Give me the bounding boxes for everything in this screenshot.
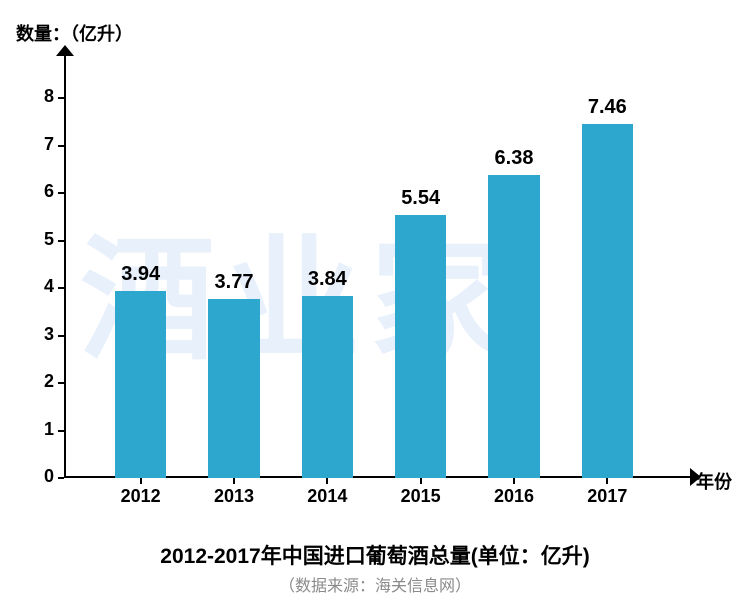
chart-title: 2012-2017年中国进口葡萄酒总量(单位：亿升) [0,540,750,570]
x-tick-mark [233,478,235,484]
bar [208,299,259,478]
y-tick-mark [58,287,64,289]
y-tick-label: 3 [24,324,54,345]
bar [488,175,539,478]
y-axis-line [64,54,66,478]
y-tick-label: 2 [24,371,54,392]
category-label: 2012 [94,486,187,507]
bar-value-label: 7.46 [561,96,654,119]
x-tick-mark [326,478,328,484]
y-axis-arrowhead [56,45,74,56]
bar [395,215,446,478]
bar-value-label: 3.94 [94,263,187,286]
bar [302,296,353,478]
x-tick-mark [513,478,515,484]
bar [115,291,166,478]
y-tick-label: 1 [24,419,54,440]
y-tick-mark [58,240,64,242]
y-tick-mark [58,382,64,384]
y-tick-label: 4 [24,276,54,297]
category-label: 2016 [467,486,560,507]
bar [582,124,633,478]
bar-value-label: 3.77 [187,271,280,294]
y-tick-mark [58,97,64,99]
y-axis-label: 数量：（亿升） [16,20,133,46]
x-tick-mark [606,478,608,484]
bar-value-label: 3.84 [281,268,374,291]
y-tick-mark [58,145,64,147]
y-tick-label: 7 [24,134,54,155]
category-label: 2013 [187,486,280,507]
y-tick-mark [58,477,64,479]
chart-source: （数据来源：海关信息网） [0,572,750,596]
y-tick-label: 0 [24,466,54,487]
y-tick-mark [58,192,64,194]
y-tick-mark [58,335,64,337]
y-tick-label: 5 [24,229,54,250]
category-label: 2015 [374,486,467,507]
y-tick-label: 6 [24,181,54,202]
bar-value-label: 6.38 [467,147,560,170]
y-tick-label: 8 [24,86,54,107]
category-label: 2014 [281,486,374,507]
x-axis-label: 年份 [696,468,732,494]
bar-value-label: 5.54 [374,187,467,210]
y-tick-mark [58,430,64,432]
x-tick-mark [420,478,422,484]
chart-container: 酒业家 数量：（亿升） 012345678 年份 201220132014201… [0,0,750,602]
category-label: 2017 [561,486,654,507]
x-tick-mark [140,478,142,484]
